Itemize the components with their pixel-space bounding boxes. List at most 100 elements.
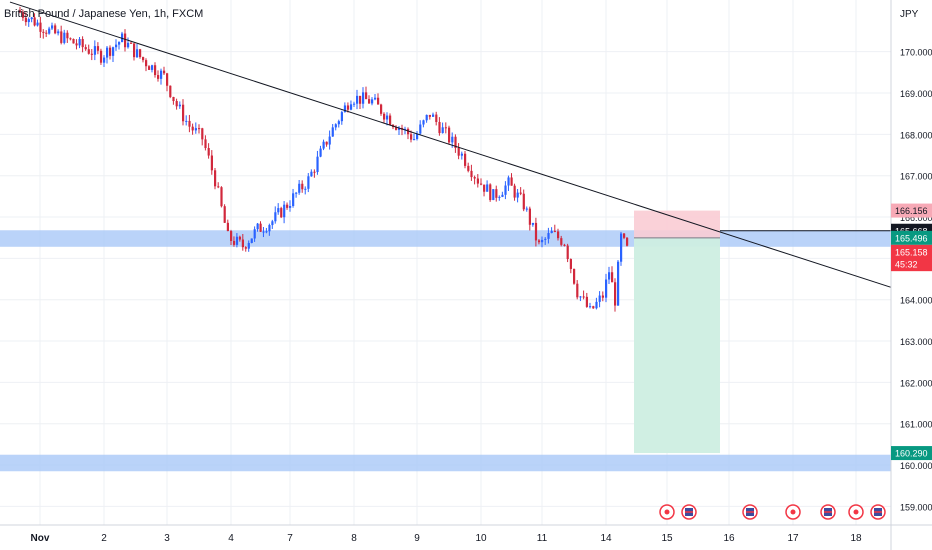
candle-body [573, 268, 576, 284]
candle-body [569, 259, 572, 269]
candle-body [256, 223, 259, 230]
candle-body [182, 104, 185, 122]
event-dot-icon [790, 509, 796, 515]
candle-body [51, 25, 54, 29]
candle-body [377, 97, 380, 105]
candle-body [210, 155, 213, 171]
candle-body [334, 124, 337, 128]
price-label: 165.496 [895, 233, 928, 243]
time-tick-label: 9 [414, 533, 420, 544]
candle-body [457, 147, 460, 156]
candle-body [601, 295, 604, 298]
short-position[interactable] [634, 210, 891, 454]
candle-body [274, 212, 277, 222]
candle-body [148, 66, 151, 70]
support-zone [0, 454, 891, 472]
candle-body [495, 189, 498, 198]
economic-events[interactable] [659, 504, 886, 520]
candle-body [340, 112, 344, 122]
candle-body [66, 32, 69, 39]
candle-body [241, 239, 244, 248]
price-tick-label: 164.000 [900, 296, 932, 306]
candle-body [301, 183, 304, 190]
candle-body [560, 238, 563, 245]
candle-body [223, 206, 226, 223]
candle-body [557, 231, 560, 239]
candle-body [194, 128, 197, 131]
price-axis[interactable]: 159.000 160.000 161.000 162.000 163.000 164.0… [900, 48, 932, 513]
candle-body [492, 189, 495, 201]
candle-body [191, 126, 194, 131]
candle-body [307, 176, 310, 189]
candle-body [265, 231, 268, 233]
price-tick-label: 168.000 [900, 130, 932, 140]
candle-body [121, 33, 124, 43]
candle-body [395, 127, 398, 130]
candle-body [337, 121, 340, 125]
candle-body [537, 240, 541, 243]
candle-body [154, 65, 157, 76]
candle-body [617, 261, 620, 306]
candle-body [262, 231, 265, 233]
candle-body [498, 196, 501, 198]
candle-body [298, 183, 301, 193]
candle-body [198, 128, 201, 130]
candle-body [48, 28, 51, 34]
candle-body [145, 60, 148, 67]
price-tick-label: 167.000 [900, 172, 932, 182]
price-tick-label: 166.000 [900, 213, 932, 223]
candle-body [30, 17, 33, 20]
candle-body [57, 31, 60, 34]
candle-body [39, 22, 42, 32]
time-axis[interactable]: Nov 2 3 4 7 8 9 10 11 14 15 16 17 18 [31, 533, 862, 544]
grid-lines [0, 0, 891, 525]
candle-body [21, 12, 25, 18]
candle-body [325, 141, 328, 145]
candle-body [525, 208, 528, 210]
candle-body [489, 184, 492, 201]
candle-body [247, 242, 250, 249]
zones [0, 230, 891, 472]
candle-body [127, 42, 130, 48]
candle-body [136, 49, 139, 58]
candle-body [380, 104, 383, 114]
time-tick-label: 14 [600, 533, 612, 544]
price-tick-label: 161.000 [900, 420, 932, 430]
candle-body [163, 70, 166, 74]
candle-body [460, 153, 463, 156]
candle-body [328, 136, 331, 145]
candle-body [93, 46, 97, 55]
candle-body [112, 47, 115, 56]
price-tick-label: 160.000 [900, 461, 932, 471]
candle-body [204, 139, 207, 149]
candle-body [614, 282, 617, 306]
candle-body [620, 233, 623, 262]
candle-body [598, 295, 601, 302]
trendline[interactable] [9, 1, 892, 288]
candle-body [292, 193, 295, 207]
price-label-bg [891, 257, 932, 272]
time-tick-label: 11 [537, 533, 548, 544]
candle-body [504, 185, 507, 195]
candle-body [413, 139, 416, 141]
candle-body [313, 171, 316, 173]
candle-body [425, 114, 428, 121]
currency-label: JPY [900, 9, 919, 20]
price-tick-label: 169.000 [900, 89, 932, 99]
price-tick-label: 163.000 [900, 337, 932, 347]
candle-body [467, 165, 470, 171]
candle-body [295, 192, 298, 194]
candle-body [553, 230, 556, 232]
candle-body [516, 192, 519, 198]
candle-body [605, 279, 608, 298]
candle-body [201, 128, 204, 140]
candle-body [33, 17, 36, 26]
candle-body [386, 115, 389, 120]
candle-body [550, 230, 553, 234]
candle-body [250, 238, 253, 243]
candle-body [541, 239, 544, 243]
candle-body [623, 233, 626, 238]
stop-loss-area [634, 210, 720, 238]
candle-body [19, 10, 22, 13]
